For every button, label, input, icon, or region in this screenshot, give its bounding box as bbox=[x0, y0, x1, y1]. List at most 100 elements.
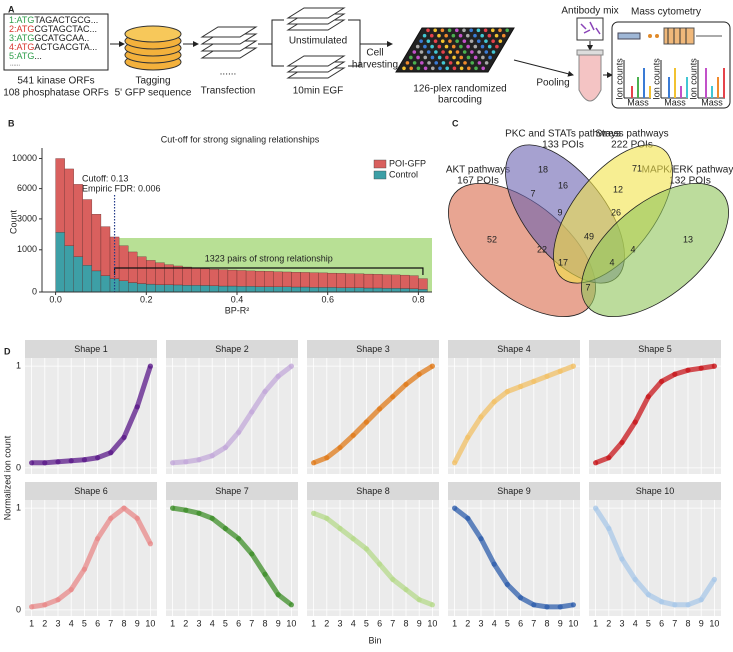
orf-line: 3:ATGGCATGCAA.. bbox=[9, 33, 89, 43]
profile-point bbox=[698, 597, 704, 603]
profile-point bbox=[478, 536, 484, 542]
well bbox=[501, 33, 506, 38]
bar bbox=[300, 272, 310, 288]
bar bbox=[191, 285, 201, 293]
x-tick-label: 9 bbox=[135, 618, 140, 628]
bar bbox=[254, 270, 265, 287]
well bbox=[426, 39, 431, 43]
well bbox=[426, 28, 430, 33]
bar bbox=[182, 285, 192, 293]
x-tick-label: 10 bbox=[145, 618, 155, 628]
profile-point bbox=[711, 363, 718, 369]
bar bbox=[336, 273, 346, 288]
bar bbox=[146, 260, 156, 285]
cutoff-label: Empiric FDR: 0.006 bbox=[82, 183, 161, 193]
profile-point bbox=[685, 602, 691, 608]
bar bbox=[318, 287, 328, 293]
x-tick-label: 3 bbox=[337, 618, 342, 628]
region-count: 17 bbox=[558, 257, 568, 267]
bar bbox=[128, 282, 138, 293]
profile-point bbox=[570, 363, 577, 369]
x-tick-label: 3 bbox=[55, 618, 60, 628]
profile-point bbox=[593, 460, 599, 466]
mini-x-label: Mass bbox=[664, 97, 686, 107]
profile-point bbox=[324, 455, 330, 461]
highlight-label: 1323 pairs of strong relationship bbox=[205, 253, 333, 263]
well bbox=[494, 33, 499, 38]
well bbox=[444, 44, 449, 49]
caption: Antibody mix bbox=[561, 6, 618, 17]
set-name: PKC and STATs pathways bbox=[505, 129, 621, 140]
mini-peak bbox=[705, 68, 707, 98]
bar bbox=[273, 286, 283, 293]
panel-label: A bbox=[8, 4, 15, 14]
profile-point bbox=[108, 450, 114, 456]
bar bbox=[391, 274, 401, 289]
well bbox=[402, 66, 406, 71]
mini-peak bbox=[668, 77, 670, 98]
profile-point bbox=[337, 444, 343, 451]
profile-point bbox=[619, 556, 625, 562]
profile-point bbox=[121, 434, 127, 440]
mini-y-label: Ion counts bbox=[651, 58, 661, 100]
profile-point bbox=[518, 595, 524, 601]
orf-rest: CGTAGCTAC... bbox=[34, 24, 97, 34]
facet-panel bbox=[166, 500, 298, 616]
profile-point bbox=[222, 525, 228, 532]
well bbox=[462, 39, 467, 43]
cytometer bbox=[617, 27, 722, 45]
well bbox=[444, 33, 448, 38]
mini-peak bbox=[717, 77, 719, 98]
tube bbox=[578, 53, 602, 102]
profile-point bbox=[249, 409, 255, 415]
mini-peak bbox=[680, 86, 682, 98]
well bbox=[487, 33, 492, 38]
set-size: 133 POIs bbox=[542, 140, 584, 151]
profile-point bbox=[29, 604, 35, 610]
profile-point bbox=[593, 505, 599, 511]
x-axis-label: Bin bbox=[368, 635, 381, 645]
profile-point bbox=[81, 566, 87, 572]
profile-point bbox=[659, 378, 665, 385]
bar bbox=[318, 272, 328, 288]
caption: Mass cytometry bbox=[631, 7, 701, 18]
profile-point bbox=[531, 378, 537, 385]
profile-point bbox=[275, 592, 281, 598]
well bbox=[409, 66, 414, 71]
well bbox=[452, 66, 457, 71]
profile-point bbox=[363, 546, 369, 552]
bar bbox=[273, 271, 283, 287]
profile-point bbox=[209, 515, 215, 521]
y-axis-label: Count bbox=[8, 210, 18, 235]
x-tick-label: 8 bbox=[262, 618, 267, 628]
mini-y-label: Ion counts bbox=[614, 58, 624, 100]
caption: harvesting bbox=[352, 60, 398, 71]
well bbox=[483, 28, 488, 33]
profile-point bbox=[42, 460, 48, 466]
profile-point bbox=[429, 602, 435, 608]
x-tick-label: 1 bbox=[452, 618, 457, 628]
arrow bbox=[513, 59, 574, 77]
x-tick-label: 5 bbox=[82, 618, 87, 628]
bar bbox=[372, 287, 383, 293]
well bbox=[474, 66, 478, 71]
well bbox=[419, 50, 424, 54]
caption: Transfection bbox=[201, 86, 256, 97]
region-count: 71 bbox=[632, 163, 642, 173]
profile-point bbox=[311, 510, 317, 516]
profile-point bbox=[632, 419, 638, 425]
profile-point bbox=[711, 576, 718, 582]
legend-label: Control bbox=[389, 169, 418, 179]
profile-point bbox=[95, 455, 101, 461]
profile-point bbox=[377, 561, 383, 567]
well bbox=[412, 50, 417, 54]
well bbox=[459, 55, 464, 60]
x-tick-label: 5 bbox=[223, 618, 228, 628]
region-count: 22 bbox=[537, 244, 547, 254]
well bbox=[458, 33, 463, 38]
x-tick-label: 6 bbox=[95, 618, 100, 628]
y-tick-label: 1000 bbox=[17, 244, 37, 254]
well bbox=[427, 61, 431, 65]
well bbox=[422, 33, 427, 38]
